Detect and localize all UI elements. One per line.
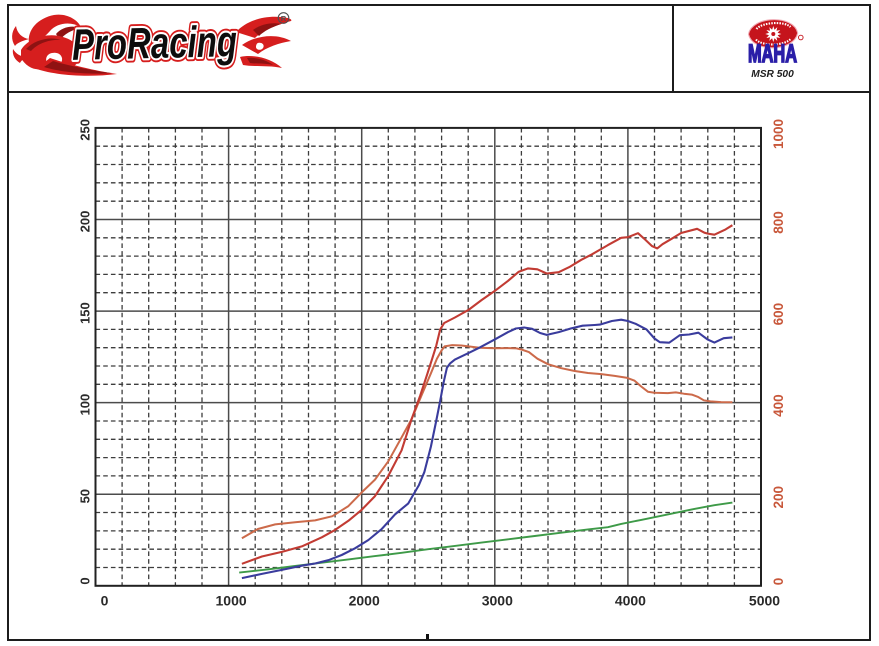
svg-text:ProRacing: ProRacing bbox=[71, 17, 237, 70]
svg-text:1000: 1000 bbox=[771, 119, 786, 149]
svg-text:400: 400 bbox=[771, 394, 786, 417]
svg-text:50: 50 bbox=[78, 489, 93, 503]
svg-text:4000: 4000 bbox=[615, 593, 646, 609]
svg-text:0: 0 bbox=[101, 593, 109, 609]
svg-text:ProRacing: ProRacing bbox=[71, 17, 237, 70]
svg-text:5000: 5000 bbox=[749, 593, 780, 609]
svg-text:150: 150 bbox=[78, 302, 93, 324]
svg-text:0: 0 bbox=[771, 578, 786, 586]
svg-text:200: 200 bbox=[771, 486, 786, 509]
svg-text:1000: 1000 bbox=[216, 593, 247, 609]
svg-text:800: 800 bbox=[771, 211, 786, 234]
svg-text:R: R bbox=[281, 14, 287, 23]
svg-text:600: 600 bbox=[771, 303, 786, 326]
svg-text:MSR 500: MSR 500 bbox=[751, 69, 794, 80]
svg-text:3000: 3000 bbox=[482, 593, 513, 609]
svg-text:2000: 2000 bbox=[349, 593, 380, 609]
svg-text:200: 200 bbox=[78, 211, 93, 233]
svg-text:MAHA: MAHA bbox=[748, 40, 797, 68]
svg-text:250: 250 bbox=[78, 119, 93, 141]
svg-text:0: 0 bbox=[78, 577, 93, 584]
svg-text:ProRacing: ProRacing bbox=[71, 17, 237, 70]
svg-text:100: 100 bbox=[78, 394, 93, 416]
